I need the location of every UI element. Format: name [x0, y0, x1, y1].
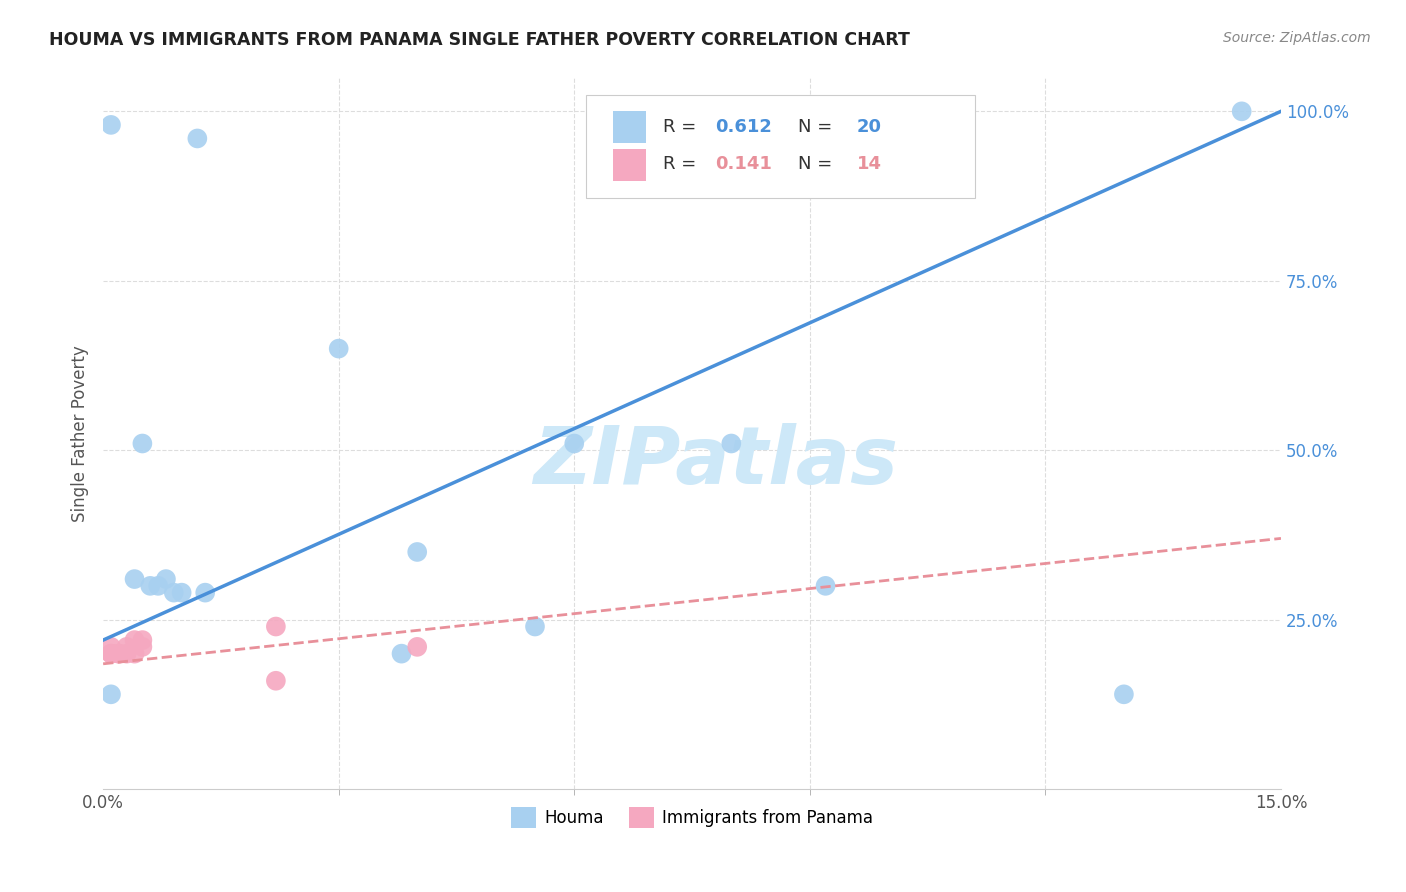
- Text: 20: 20: [856, 118, 882, 136]
- Point: [115, 647, 138, 661]
- Point: [170, 585, 193, 599]
- Point: [524, 619, 547, 633]
- Point: [100, 687, 122, 701]
- Point: [391, 647, 413, 661]
- Point: [124, 647, 146, 661]
- Point: [100, 647, 122, 661]
- Point: [1112, 687, 1135, 701]
- Text: N =: N =: [799, 155, 838, 173]
- Text: Source: ZipAtlas.com: Source: ZipAtlas.com: [1223, 31, 1371, 45]
- FancyBboxPatch shape: [586, 95, 974, 198]
- Text: 0.141: 0.141: [716, 155, 772, 173]
- Text: N =: N =: [799, 118, 838, 136]
- Point: [264, 619, 287, 633]
- Text: 0.612: 0.612: [716, 118, 772, 136]
- Point: [124, 633, 146, 648]
- Point: [1230, 104, 1253, 119]
- Point: [139, 579, 162, 593]
- Point: [194, 585, 217, 599]
- Y-axis label: Single Father Poverty: Single Father Poverty: [72, 345, 89, 522]
- Point: [100, 640, 122, 654]
- Point: [146, 579, 169, 593]
- Text: R =: R =: [662, 118, 702, 136]
- Point: [163, 585, 186, 599]
- Bar: [613, 111, 647, 143]
- Point: [186, 131, 208, 145]
- Point: [264, 673, 287, 688]
- Point: [328, 342, 350, 356]
- Point: [814, 579, 837, 593]
- Point: [406, 640, 429, 654]
- Point: [155, 572, 177, 586]
- Point: [100, 118, 122, 132]
- Point: [108, 647, 131, 661]
- Point: [406, 545, 429, 559]
- Point: [131, 640, 153, 654]
- Point: [124, 572, 146, 586]
- Text: R =: R =: [662, 155, 702, 173]
- Text: 14: 14: [856, 155, 882, 173]
- Point: [131, 436, 153, 450]
- Text: ZIPatlas: ZIPatlas: [533, 423, 898, 500]
- Point: [115, 640, 138, 654]
- Bar: [613, 149, 647, 181]
- Text: HOUMA VS IMMIGRANTS FROM PANAMA SINGLE FATHER POVERTY CORRELATION CHART: HOUMA VS IMMIGRANTS FROM PANAMA SINGLE F…: [49, 31, 910, 49]
- Point: [720, 436, 742, 450]
- Point: [100, 647, 122, 661]
- Point: [131, 633, 153, 648]
- Point: [108, 647, 131, 661]
- Point: [562, 436, 585, 450]
- Legend: Houma, Immigrants from Panama: Houma, Immigrants from Panama: [505, 801, 880, 834]
